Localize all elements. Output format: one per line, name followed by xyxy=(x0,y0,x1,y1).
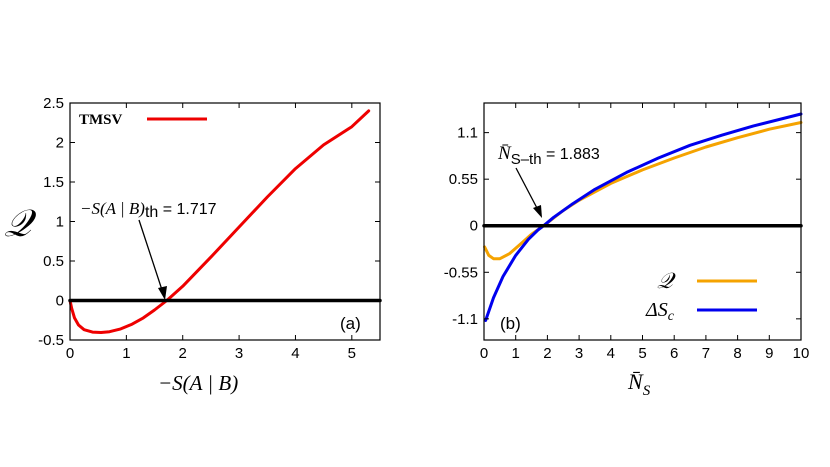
panel-b-y-ticks: -1.1 -0.55 0 0.55 1.1 xyxy=(444,125,801,328)
panel-a-y-tick-label: 2 xyxy=(56,135,64,152)
panel-b-annotation-value: = 1.883 xyxy=(542,146,600,163)
panel-b-legend-label-q: 𝒬 xyxy=(657,268,676,293)
panel-a-annotation-arrow xyxy=(138,219,164,294)
panel-b-x-label: N̄S xyxy=(627,369,651,399)
panel-a-x-tick-label: 4 xyxy=(291,345,299,362)
panel-b-series-line-1 xyxy=(484,112,803,322)
panel-a-annotation: −S(A | B)th = 1.717 xyxy=(80,199,217,300)
panel-b-y-tick-label: 0 xyxy=(470,218,478,235)
panel-b-annotation-main: N̄ xyxy=(497,143,512,164)
panel-a-x-tick-label: 3 xyxy=(235,345,243,362)
panel-b-x-tick-label: 8 xyxy=(733,345,741,362)
panel-a-y-tick-label: 1.5 xyxy=(43,174,64,191)
panel-a-x-tick-label: 2 xyxy=(179,345,187,362)
panel-a-x-ticks: 0 1 2 3 4 5 xyxy=(66,103,356,362)
panel-b-x-tick-label: 4 xyxy=(607,345,615,362)
panel-b-annotation: N̄S–th = 1.883 xyxy=(497,143,600,218)
panel-a-annotation-arrowhead xyxy=(158,286,167,300)
panel-b-x-tick-label: 7 xyxy=(702,345,710,362)
panel-a-annotation-sub: th xyxy=(145,204,158,221)
panel-b-label: (b) xyxy=(500,314,521,333)
panel-b-x-tick-label: 1 xyxy=(512,345,520,362)
svg-text:ΔSc: ΔSc xyxy=(645,299,675,324)
panel-a-y-tick-label: -0.5 xyxy=(38,332,64,349)
panel-b-legend: 𝒬 ΔSc xyxy=(645,268,757,324)
panel-a-y-tick-label: 0 xyxy=(56,293,64,310)
panel-a-y-tick-label: 2.5 xyxy=(43,95,64,112)
panel-a-y-label: 𝒬 xyxy=(4,203,37,245)
panel-b-frame xyxy=(483,102,802,341)
panel-a-legend-label-tmsv: TMSV xyxy=(79,112,123,128)
panel-b-y-tick-label: -0.55 xyxy=(444,264,478,281)
panel-a-label: (a) xyxy=(340,314,361,333)
panel-b-x-label-main: N̄ xyxy=(627,369,644,394)
panel-a-annotation-prefix: −S(A | B) xyxy=(80,199,145,218)
panel-b-legend-label-ds: ΔS xyxy=(645,299,668,321)
panel-a-annotation-value: = 1.717 xyxy=(158,201,216,218)
panel-a-y-tick-label: 0.5 xyxy=(43,253,64,270)
panel-a-y-ticks: -0.5 0 0.5 1 1.5 2 2.5 xyxy=(38,95,380,349)
svg-text:N̄S–th = 1.883: N̄S–th = 1.883 xyxy=(497,143,600,168)
panel-b-x-tick-label: 5 xyxy=(638,345,646,362)
panel-b-x-tick-label: 10 xyxy=(793,345,810,362)
panel-a-x-tick-label: 1 xyxy=(122,345,130,362)
panel-a-x-tick-label: 0 xyxy=(66,345,74,362)
panel-b-x-tick-label: 2 xyxy=(543,345,551,362)
panel-a-series-line-0 xyxy=(68,109,371,334)
panel-b-legend-label-ds-sub: c xyxy=(668,309,675,324)
panel-b-y-tick-label: -1.1 xyxy=(452,311,478,328)
panel-b-x-tick-label: 9 xyxy=(765,345,773,362)
panel-b-plot-area xyxy=(482,112,803,322)
panel-a-legend: TMSV xyxy=(79,112,207,128)
panel-a-x-tick-label: 5 xyxy=(348,345,356,362)
svg-text:−S(A | B)th = 1.717: −S(A | B)th = 1.717 xyxy=(80,199,217,221)
panel-a-x-label: −S(A | B) xyxy=(158,371,238,395)
panel-b-x-ticks: 0 1 2 3 4 5 6 7 8 9 10 xyxy=(480,103,810,362)
panel-a-plot-area xyxy=(68,109,382,334)
panel-b-annotation-arrow xyxy=(515,167,539,211)
panel-b-x-tick-label: 6 xyxy=(670,345,678,362)
panel-b-x-tick-label: 3 xyxy=(575,345,583,362)
panel-b-x-label-sub: S xyxy=(643,383,651,399)
panel-b-annotation-sub: S–th xyxy=(511,151,542,168)
panel-b-series-line-0 xyxy=(483,121,803,261)
panel-b-annotation-arrowhead xyxy=(533,205,542,218)
svg-text:N̄S: N̄S xyxy=(627,369,651,399)
panel-b-x-tick-label: 0 xyxy=(480,345,488,362)
panel-b-y-tick-label: 0.55 xyxy=(449,171,478,188)
panel-a-y-tick-label: 1 xyxy=(56,214,64,231)
panel-b-y-tick-label: 1.1 xyxy=(457,125,478,142)
